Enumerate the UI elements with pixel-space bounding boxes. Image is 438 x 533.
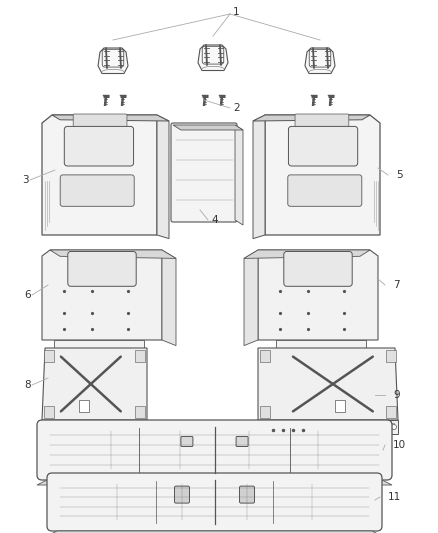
Polygon shape: [42, 115, 157, 235]
FancyBboxPatch shape: [37, 420, 392, 480]
Bar: [307, 423, 313, 428]
Polygon shape: [305, 48, 335, 74]
FancyBboxPatch shape: [68, 252, 136, 286]
FancyBboxPatch shape: [47, 473, 382, 531]
Text: 2: 2: [233, 103, 240, 113]
Text: 3: 3: [22, 175, 28, 185]
Polygon shape: [98, 48, 128, 74]
Circle shape: [43, 424, 49, 430]
Text: 6: 6: [24, 290, 31, 300]
FancyBboxPatch shape: [60, 175, 134, 206]
Polygon shape: [157, 115, 169, 239]
FancyBboxPatch shape: [181, 437, 193, 447]
FancyBboxPatch shape: [288, 175, 362, 206]
Polygon shape: [198, 45, 228, 70]
FancyBboxPatch shape: [236, 437, 248, 447]
Bar: [386, 406, 396, 418]
Polygon shape: [173, 125, 243, 130]
Polygon shape: [54, 340, 144, 355]
FancyBboxPatch shape: [174, 486, 190, 503]
Text: 7: 7: [393, 280, 399, 290]
Circle shape: [141, 424, 145, 430]
Polygon shape: [276, 340, 366, 355]
Polygon shape: [253, 115, 265, 239]
FancyBboxPatch shape: [64, 126, 134, 166]
Bar: [44, 350, 54, 362]
Bar: [137, 423, 143, 428]
Bar: [335, 400, 345, 412]
Bar: [50, 423, 56, 428]
Bar: [347, 423, 353, 428]
Text: 4: 4: [211, 215, 218, 225]
Bar: [79, 423, 85, 428]
FancyBboxPatch shape: [73, 114, 127, 130]
Bar: [44, 406, 54, 418]
Polygon shape: [258, 250, 378, 340]
Text: 8: 8: [24, 380, 31, 390]
Polygon shape: [47, 531, 382, 533]
Polygon shape: [253, 115, 370, 121]
Bar: [135, 350, 145, 362]
Polygon shape: [235, 125, 243, 225]
Text: 9: 9: [393, 390, 399, 400]
Bar: [108, 423, 114, 428]
Polygon shape: [244, 250, 258, 345]
Bar: [260, 406, 270, 418]
Circle shape: [259, 424, 265, 430]
Polygon shape: [265, 115, 380, 235]
FancyBboxPatch shape: [284, 252, 352, 286]
Polygon shape: [258, 348, 398, 420]
FancyBboxPatch shape: [171, 123, 237, 222]
Circle shape: [392, 424, 396, 430]
Polygon shape: [42, 348, 147, 420]
Bar: [258, 420, 398, 434]
Polygon shape: [244, 250, 370, 259]
Text: 1: 1: [233, 7, 240, 17]
Polygon shape: [37, 480, 392, 485]
Text: 11: 11: [388, 492, 401, 502]
Text: 5: 5: [396, 170, 403, 180]
FancyBboxPatch shape: [240, 486, 254, 503]
Bar: [388, 423, 394, 428]
FancyBboxPatch shape: [295, 114, 349, 130]
Text: 10: 10: [393, 440, 406, 450]
Polygon shape: [50, 250, 176, 259]
FancyBboxPatch shape: [289, 126, 358, 166]
Bar: [79, 400, 89, 412]
Polygon shape: [42, 250, 162, 340]
Bar: [266, 423, 272, 428]
Polygon shape: [162, 250, 176, 345]
Polygon shape: [52, 115, 169, 121]
Bar: [260, 350, 270, 362]
Bar: [135, 406, 145, 418]
Bar: [42, 420, 147, 434]
Bar: [386, 350, 396, 362]
